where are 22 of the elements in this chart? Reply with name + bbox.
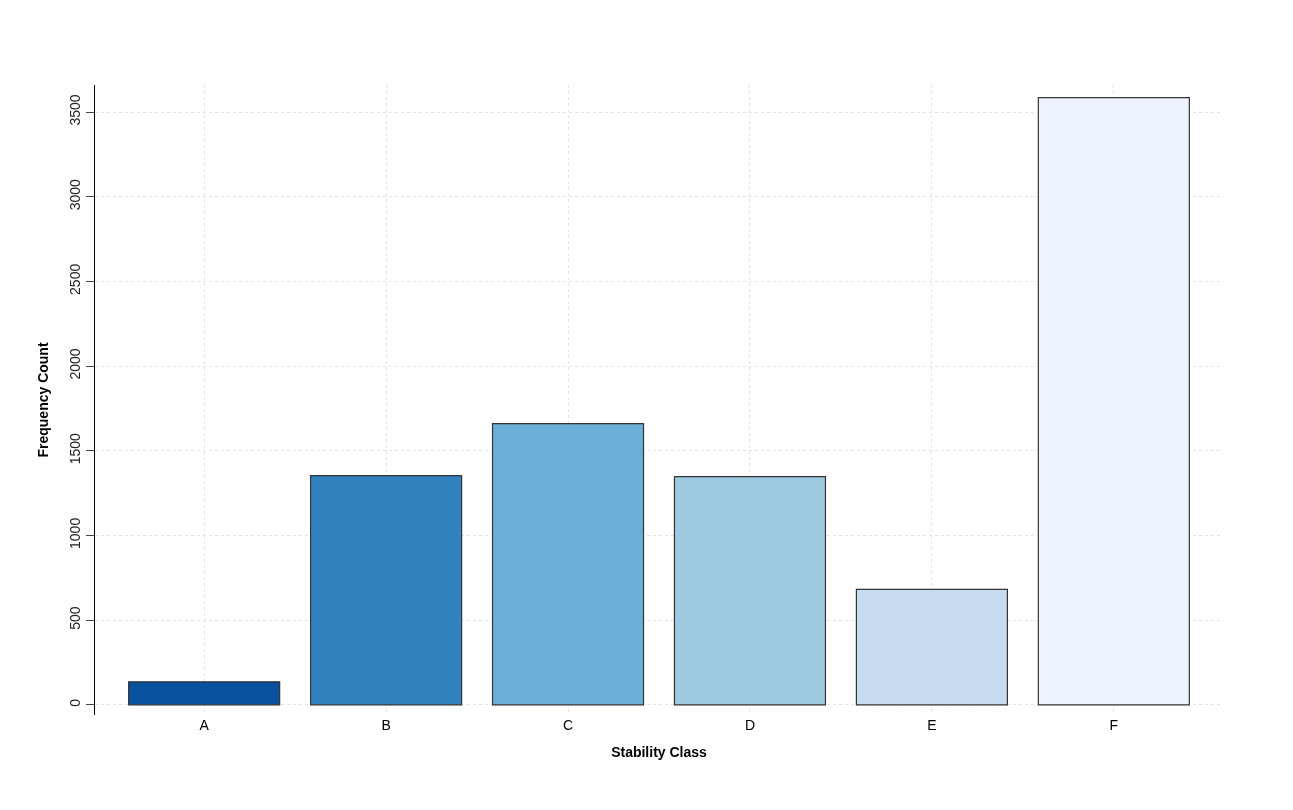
x-axis-title: Stability Class xyxy=(611,744,708,761)
bar xyxy=(1037,97,1190,706)
x-tick-label: D xyxy=(744,717,756,733)
bar xyxy=(491,422,645,706)
bar xyxy=(673,476,827,706)
x-tick-label: E xyxy=(927,717,937,733)
y-tick-label: 1000 xyxy=(67,517,84,549)
x-tick-label: B xyxy=(381,717,391,733)
y-tick-label: 2500 xyxy=(67,263,84,295)
bar xyxy=(855,588,1009,706)
y-tick-label: 0 xyxy=(67,698,84,707)
y-tick-label: 3500 xyxy=(67,94,84,126)
y-axis-title: Frequency Count xyxy=(35,342,51,458)
bar xyxy=(128,681,281,706)
x-tick-label: F xyxy=(1109,717,1119,733)
y-tick-label: 1500 xyxy=(67,432,84,465)
x-tick-label: A xyxy=(199,717,210,733)
bar xyxy=(309,475,463,706)
x-tick-label: C xyxy=(562,717,574,733)
y-tick-label: 3000 xyxy=(67,178,84,211)
y-tick-label: 2000 xyxy=(67,348,84,380)
y-tick-label: 500 xyxy=(67,606,84,630)
